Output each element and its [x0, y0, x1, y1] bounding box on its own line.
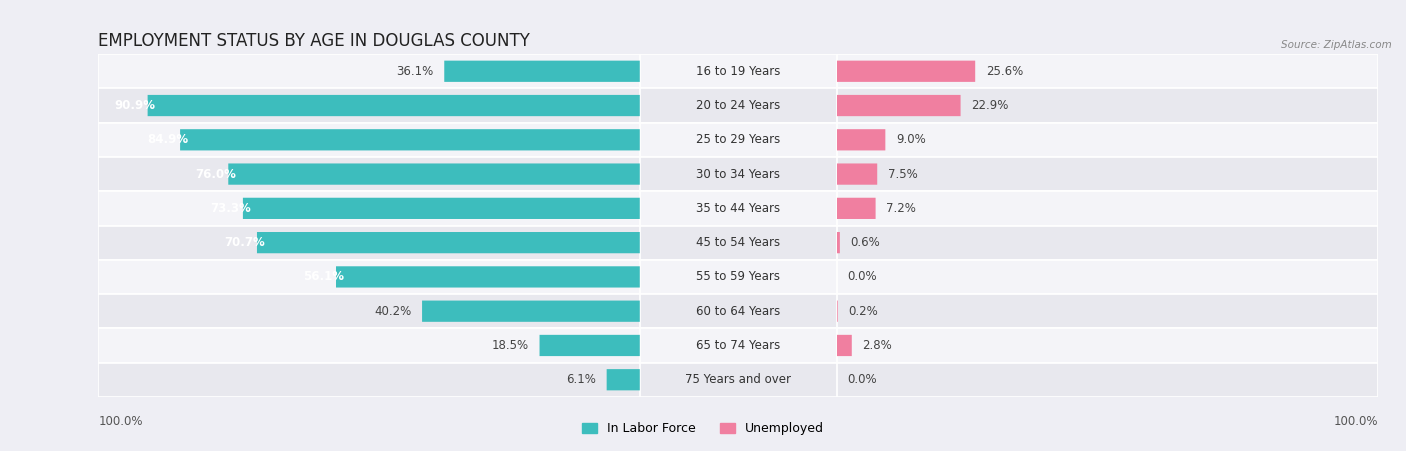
- Bar: [640, 88, 837, 123]
- FancyBboxPatch shape: [837, 95, 960, 116]
- Text: 22.9%: 22.9%: [972, 99, 1008, 112]
- Legend: In Labor Force, Unemployed: In Labor Force, Unemployed: [576, 417, 830, 440]
- Text: 7.5%: 7.5%: [889, 168, 918, 180]
- FancyBboxPatch shape: [228, 163, 640, 185]
- FancyBboxPatch shape: [540, 335, 640, 356]
- Bar: [98, 328, 640, 363]
- Text: EMPLOYMENT STATUS BY AGE IN DOUGLAS COUNTY: EMPLOYMENT STATUS BY AGE IN DOUGLAS COUN…: [98, 32, 530, 50]
- Text: 16 to 19 Years: 16 to 19 Years: [696, 65, 780, 78]
- Text: 25.6%: 25.6%: [986, 65, 1024, 78]
- Bar: [640, 328, 837, 363]
- Bar: [837, 191, 1378, 226]
- FancyBboxPatch shape: [336, 266, 640, 288]
- Bar: [837, 157, 1378, 191]
- Text: 9.0%: 9.0%: [896, 133, 927, 146]
- FancyBboxPatch shape: [837, 198, 876, 219]
- Bar: [98, 54, 640, 88]
- Text: 7.2%: 7.2%: [886, 202, 917, 215]
- Bar: [837, 294, 1378, 328]
- Bar: [98, 191, 640, 226]
- Text: 6.1%: 6.1%: [567, 373, 596, 386]
- Text: 100.0%: 100.0%: [98, 415, 143, 428]
- Text: 25 to 29 Years: 25 to 29 Years: [696, 133, 780, 146]
- Text: 0.6%: 0.6%: [851, 236, 880, 249]
- Bar: [640, 191, 837, 226]
- FancyBboxPatch shape: [422, 300, 640, 322]
- FancyBboxPatch shape: [837, 60, 976, 82]
- Text: 55 to 59 Years: 55 to 59 Years: [696, 271, 780, 283]
- Text: 40.2%: 40.2%: [374, 305, 412, 318]
- Bar: [640, 363, 837, 397]
- Bar: [98, 157, 640, 191]
- FancyBboxPatch shape: [837, 129, 886, 151]
- Text: Source: ZipAtlas.com: Source: ZipAtlas.com: [1281, 40, 1392, 50]
- FancyBboxPatch shape: [257, 232, 640, 253]
- FancyBboxPatch shape: [837, 335, 852, 356]
- Text: 35 to 44 Years: 35 to 44 Years: [696, 202, 780, 215]
- Text: 84.9%: 84.9%: [148, 133, 188, 146]
- Bar: [640, 123, 837, 157]
- Bar: [837, 88, 1378, 123]
- FancyBboxPatch shape: [837, 232, 839, 253]
- FancyBboxPatch shape: [837, 163, 877, 185]
- Text: 30 to 34 Years: 30 to 34 Years: [696, 168, 780, 180]
- Text: 2.8%: 2.8%: [862, 339, 893, 352]
- Bar: [98, 88, 640, 123]
- Text: 0.2%: 0.2%: [848, 305, 879, 318]
- Bar: [640, 226, 837, 260]
- Bar: [98, 260, 640, 294]
- Bar: [837, 226, 1378, 260]
- Text: 73.3%: 73.3%: [211, 202, 252, 215]
- Bar: [640, 294, 837, 328]
- Text: 45 to 54 Years: 45 to 54 Years: [696, 236, 780, 249]
- Text: 0.0%: 0.0%: [848, 373, 877, 386]
- Bar: [640, 157, 837, 191]
- Bar: [98, 226, 640, 260]
- FancyBboxPatch shape: [180, 129, 640, 151]
- Bar: [98, 123, 640, 157]
- Bar: [640, 54, 837, 88]
- Bar: [98, 294, 640, 328]
- Text: 18.5%: 18.5%: [492, 339, 529, 352]
- Text: 76.0%: 76.0%: [195, 168, 236, 180]
- Text: 60 to 64 Years: 60 to 64 Years: [696, 305, 780, 318]
- Bar: [837, 328, 1378, 363]
- Bar: [640, 260, 837, 294]
- Bar: [837, 123, 1378, 157]
- FancyBboxPatch shape: [148, 95, 640, 116]
- FancyBboxPatch shape: [444, 60, 640, 82]
- FancyBboxPatch shape: [606, 369, 640, 391]
- Bar: [837, 260, 1378, 294]
- Bar: [837, 54, 1378, 88]
- Text: 100.0%: 100.0%: [1333, 415, 1378, 428]
- Text: 65 to 74 Years: 65 to 74 Years: [696, 339, 780, 352]
- FancyBboxPatch shape: [243, 198, 640, 219]
- Text: 70.7%: 70.7%: [225, 236, 266, 249]
- Text: 75 Years and over: 75 Years and over: [685, 373, 792, 386]
- Text: 56.1%: 56.1%: [304, 271, 344, 283]
- Bar: [98, 363, 640, 397]
- Text: 0.0%: 0.0%: [848, 271, 877, 283]
- Text: 90.9%: 90.9%: [115, 99, 156, 112]
- Text: 20 to 24 Years: 20 to 24 Years: [696, 99, 780, 112]
- Text: 36.1%: 36.1%: [396, 65, 433, 78]
- Bar: [837, 363, 1378, 397]
